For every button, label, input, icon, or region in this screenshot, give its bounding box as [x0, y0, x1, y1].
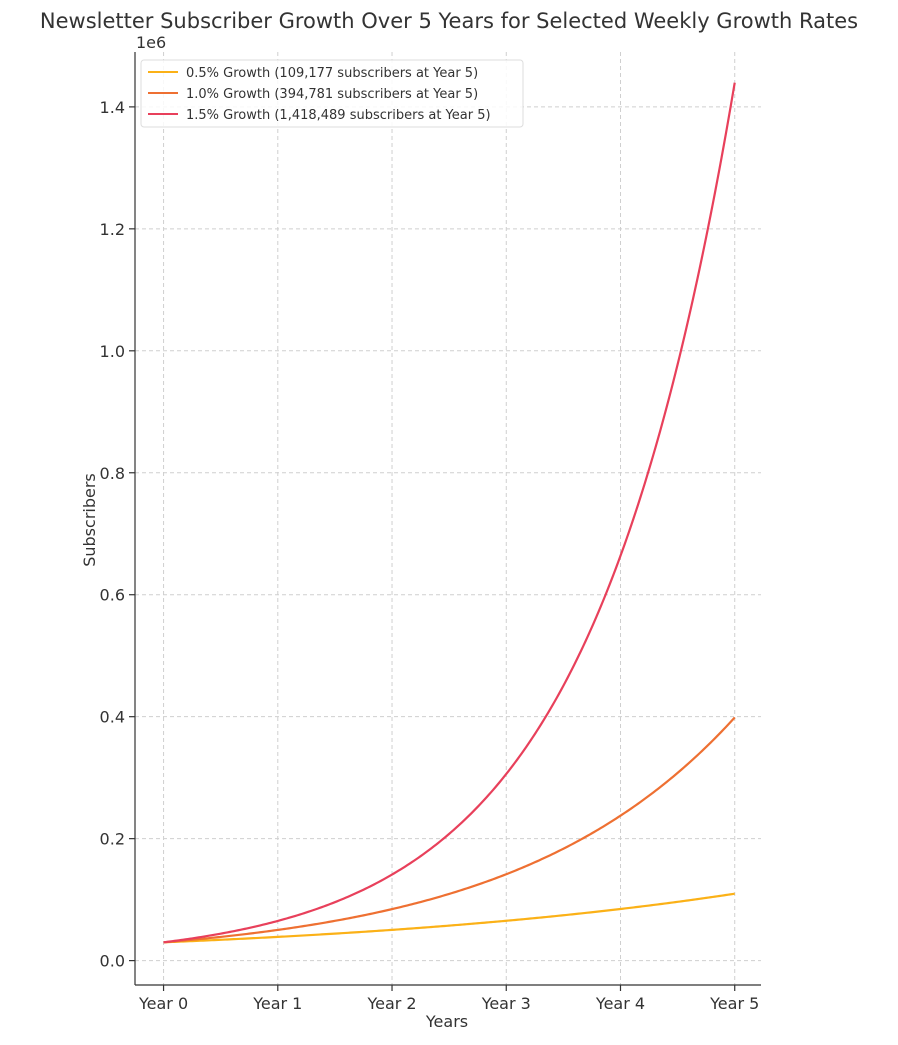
x-ticks: Year 0 Year 1 Year 2 Year 3 Year 4 Year 5 — [138, 985, 759, 1013]
legend-box — [140, 59, 524, 128]
y-ticks: 0.0 0.2 0.4 0.6 0.8 1.0 1.2 1.4 — [100, 98, 135, 971]
y-tick-label: 0.2 — [100, 830, 125, 849]
series-lines — [163, 82, 736, 944]
legend: 0.5% Growth (109,177 subscribers at Year… — [140, 59, 524, 128]
legend-entry-0: 0.5% Growth (109,177 subscribers at Year… — [186, 66, 478, 81]
y-tick-label: 0.0 — [100, 952, 125, 971]
y-axis-label: Subscribers — [80, 473, 99, 567]
series-line-1 — [163, 716, 736, 944]
y-tick-label: 0.6 — [100, 586, 125, 605]
x-axis-label: Years — [425, 1012, 468, 1031]
y-tick-label: 1.4 — [100, 98, 125, 117]
legend-entry-1: 1.0% Growth (394,781 subscribers at Year… — [186, 87, 478, 102]
y-tick-label: 1.2 — [100, 220, 125, 239]
y-tick-label: 1.0 — [100, 342, 125, 361]
y-tick-label: 0.8 — [100, 464, 125, 483]
x-tick-label: Year 5 — [709, 994, 759, 1013]
y-offset-label: 1e6 — [136, 33, 166, 52]
series-line-2 — [163, 82, 736, 944]
series-line-0 — [163, 892, 735, 944]
x-tick-label: Year 2 — [366, 994, 416, 1013]
x-tick-label: Year 0 — [138, 994, 188, 1013]
x-tick-label: Year 1 — [252, 994, 302, 1013]
grid — [135, 52, 761, 985]
x-tick-label: Year 4 — [595, 994, 645, 1013]
x-tick-label: Year 3 — [481, 994, 531, 1013]
chart-title: Newsletter Subscriber Growth Over 5 Year… — [40, 9, 858, 33]
legend-entry-2: 1.5% Growth (1,418,489 subscribers at Ye… — [186, 108, 491, 123]
y-tick-label: 0.4 — [100, 708, 125, 727]
